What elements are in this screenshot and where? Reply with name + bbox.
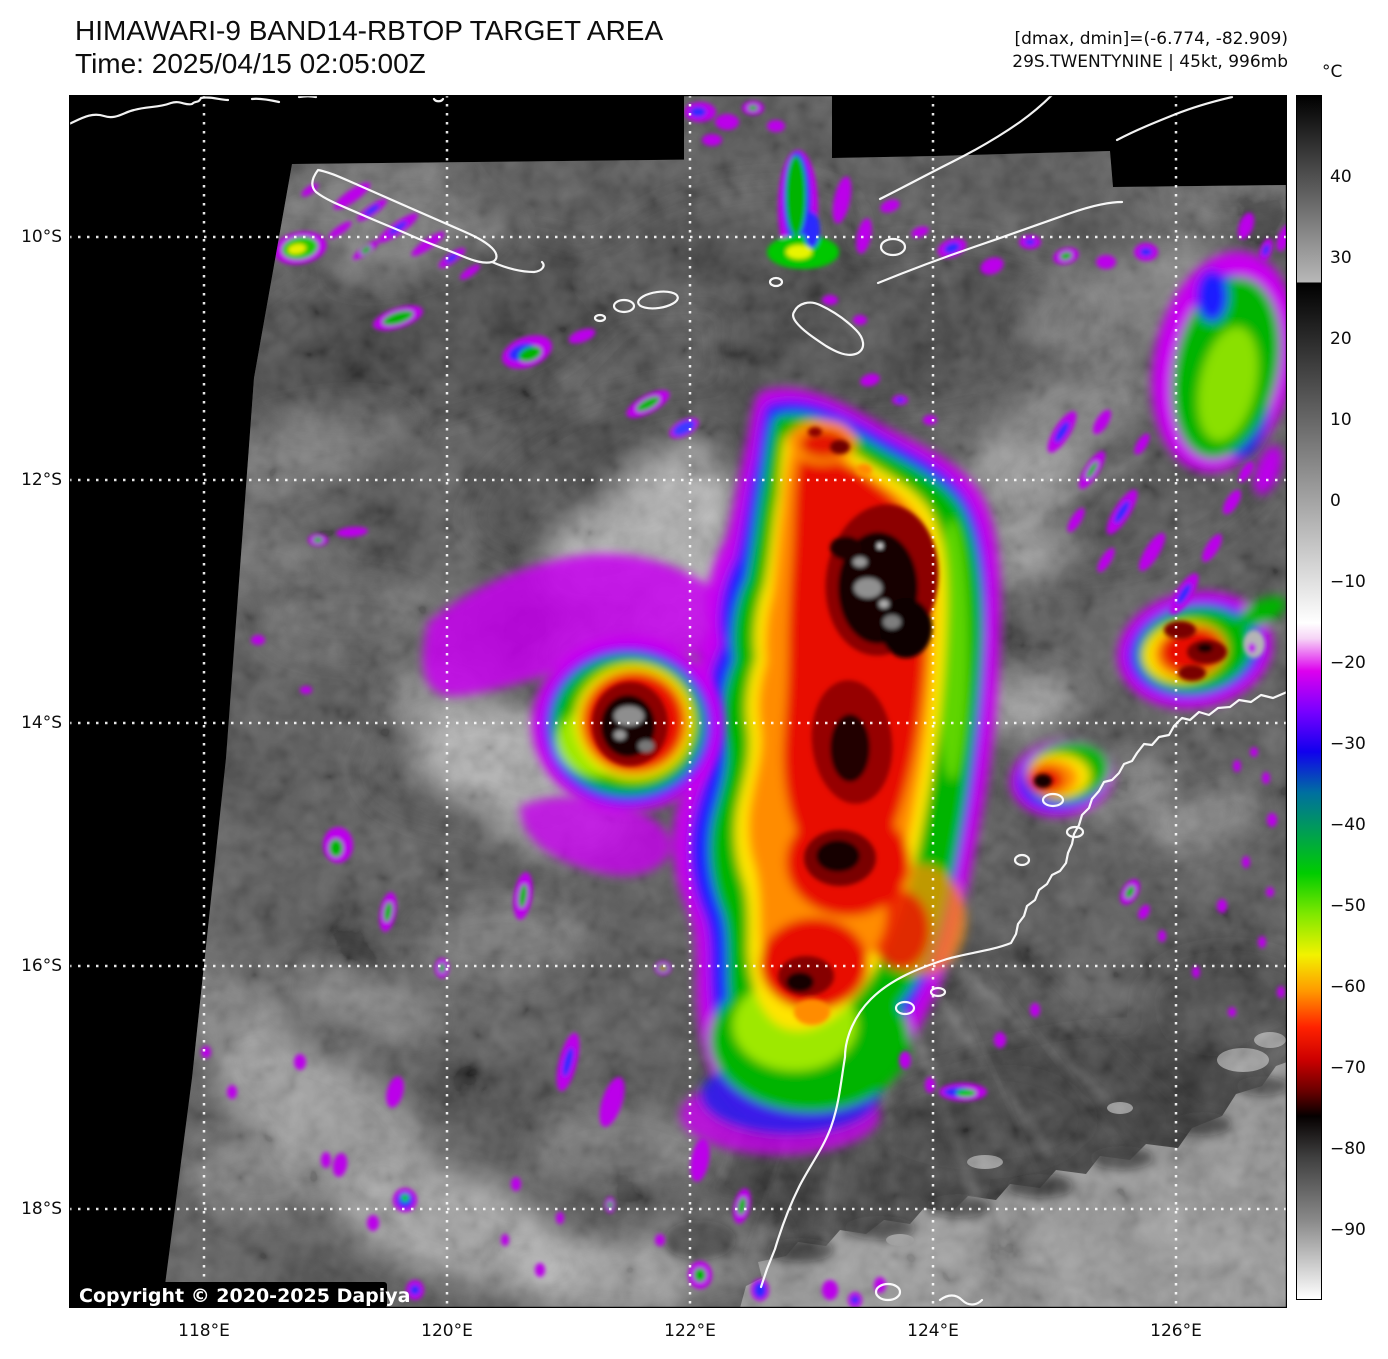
storm-core-west: [532, 636, 724, 812]
map-frame: [69, 95, 1287, 1308]
satellite-swath: [162, 95, 1287, 1308]
header: HIMAWARI-9 BAND14-RBTOP TARGET AREA Time…: [75, 14, 663, 80]
product-time: Time: 2025/04/15 02:05:00Z: [75, 48, 426, 79]
lon-tick-label: 124°E: [907, 1321, 959, 1341]
lat-tick-label: 16°S: [21, 956, 62, 976]
colorbar-tick-label: 40: [1330, 167, 1352, 187]
lat-tick-label: 14°S: [21, 713, 62, 733]
colorbar-tick-label: −90: [1330, 1220, 1366, 1240]
colorbar-tick-label: −50: [1330, 896, 1366, 916]
lon-tick-label: 122°E: [664, 1321, 716, 1341]
readout-block: [dmax, dmin]=(-6.774, -82.909) 29S.TWENT…: [1012, 28, 1288, 74]
storm-cell-east: [1117, 591, 1287, 709]
colorbar-tick-label: 10: [1330, 410, 1352, 430]
cold-band-northeast: [1151, 251, 1287, 495]
colorbar-tick-label: 30: [1330, 248, 1352, 268]
colorbar-tick-label: −20: [1330, 653, 1366, 673]
colorbar-tick-label: 20: [1330, 329, 1352, 349]
lon-tick-label: 118°E: [178, 1321, 230, 1341]
colorbar-tick-label: −40: [1330, 815, 1366, 835]
lat-tick-label: 12°S: [21, 470, 62, 490]
storm-complex-cores: [778, 427, 939, 1025]
lon-tick-label: 126°E: [1150, 1321, 1202, 1341]
product-title: HIMAWARI-9 BAND14-RBTOP TARGET AREA: [75, 15, 664, 46]
colorbar-tick-label: −30: [1330, 734, 1366, 754]
satellite-map: Copyright © 2020-2025 Dapiya: [69, 95, 1287, 1308]
colorbar-tick-label: −60: [1330, 977, 1366, 997]
colorbar-tick-label: −10: [1330, 572, 1366, 592]
lat-tick-label: 18°S: [21, 1199, 62, 1219]
storm-info: 29S.TWENTYNINE | 45kt, 996mb: [1012, 52, 1288, 72]
dmax-dmin-readout: [dmax, dmin]=(-6.774, -82.909): [1014, 29, 1289, 49]
copyright-text: Copyright © 2020-2025 Dapiya: [79, 1285, 410, 1307]
colorbar-tick-label: 0: [1330, 491, 1341, 511]
storm-cell-coastal: [1010, 739, 1114, 817]
colorbar-tick-label: −80: [1330, 1139, 1366, 1159]
colorbar-unit-label: °C: [1322, 62, 1343, 82]
lat-tick-label: 10°S: [21, 227, 62, 247]
copyright-badge: Copyright © 2020-2025 Dapiya: [69, 1282, 410, 1308]
colorbar-tick-label: −70: [1330, 1058, 1366, 1078]
colorbar: [1296, 95, 1322, 1300]
lon-tick-label: 120°E: [421, 1321, 473, 1341]
